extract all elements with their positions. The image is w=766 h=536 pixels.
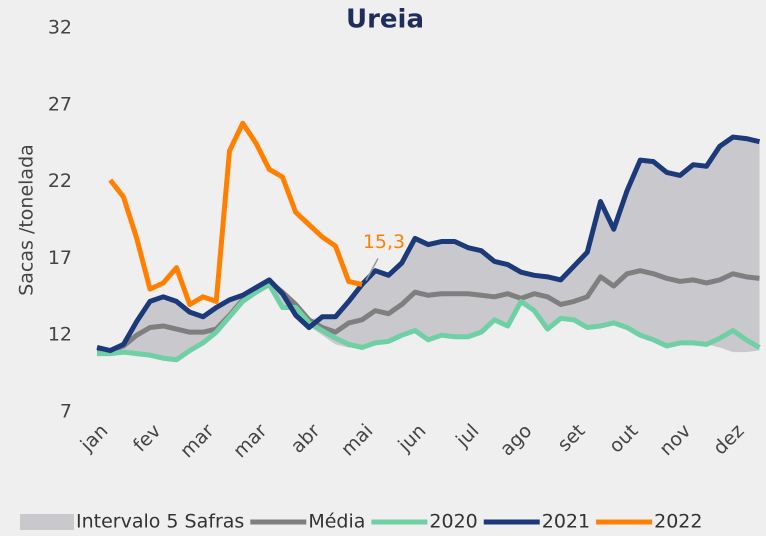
y-tick-label: 12 xyxy=(48,324,72,346)
legend-swatch xyxy=(20,514,74,530)
annotation-pointer xyxy=(365,258,379,281)
annotation: 15,3 xyxy=(363,231,405,253)
legend-label: 2020 xyxy=(429,511,477,533)
range-band xyxy=(97,137,760,360)
legend-label: Média xyxy=(308,511,365,533)
y-tick-label: 32 xyxy=(48,17,72,39)
y-tick-label: 27 xyxy=(48,93,72,115)
legend-label: Intervalo 5 Safras xyxy=(76,511,244,533)
series-line xyxy=(108,120,363,307)
chart-title: Ureia xyxy=(346,5,424,35)
series-line xyxy=(97,282,761,363)
legend-label: 2021 xyxy=(542,511,590,533)
y-axis-label: Sacas /tonelada xyxy=(16,144,38,296)
legend-label: 2022 xyxy=(654,511,702,533)
y-tick-label: 17 xyxy=(48,247,72,269)
series-line xyxy=(97,268,760,354)
series-line xyxy=(96,134,761,354)
y-tick-label: 22 xyxy=(48,170,72,192)
y-tick-label: 7 xyxy=(60,401,72,423)
